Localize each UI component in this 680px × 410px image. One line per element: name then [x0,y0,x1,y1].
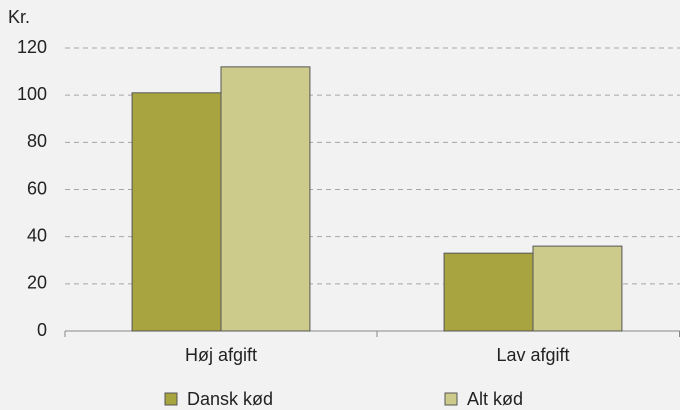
legend-swatch [444,392,458,406]
y-tick-label: 0 [37,320,47,340]
legend-label: Dansk kød [187,389,273,409]
x-tick-label: Lav afgift [496,345,569,365]
legend-label: Alt kød [467,389,523,409]
legend-swatch [164,392,178,406]
y-tick-label: 20 [27,273,47,293]
bar [443,252,534,332]
y-tick-label: 100 [17,84,47,104]
y-tick-label: 80 [27,131,47,151]
bar [532,245,623,332]
y-tick-label: 40 [27,225,47,245]
bar [131,92,222,332]
y-tick-label: 120 [17,37,47,57]
y-tick-label: 60 [27,178,47,198]
bar [220,66,311,332]
x-tick-label: Høj afgift [185,345,257,365]
y-axis-label: Kr. [8,7,30,27]
